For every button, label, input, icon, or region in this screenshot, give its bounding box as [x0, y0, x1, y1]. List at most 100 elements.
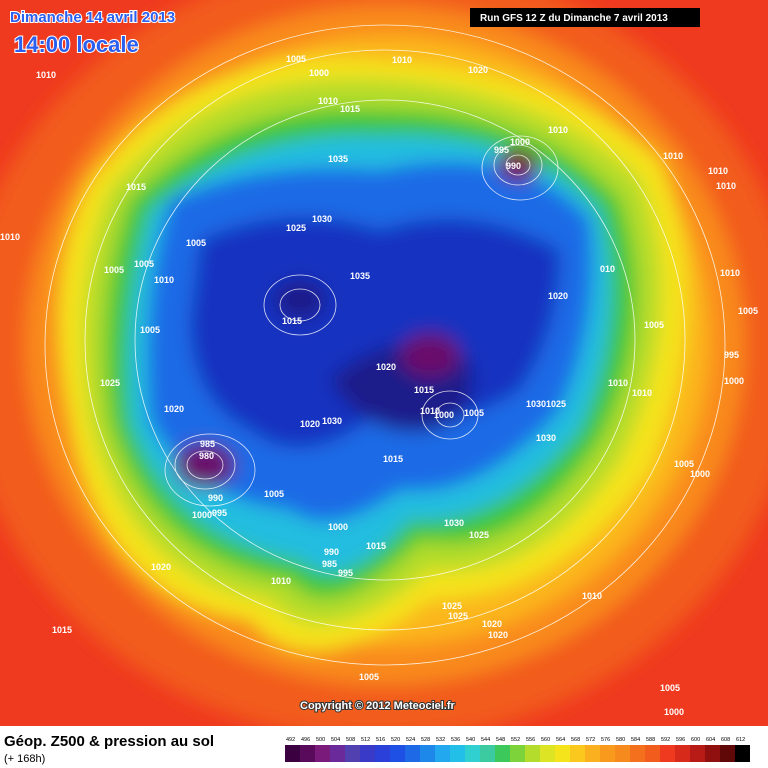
- pressure-label: 1005: [264, 489, 284, 499]
- pressure-label: 1010: [271, 576, 291, 586]
- pressure-label: 1015: [340, 104, 360, 114]
- scale-swatch: [675, 745, 690, 762]
- scale-swatch: [645, 745, 660, 762]
- scale-label: 512: [361, 737, 370, 743]
- pressure-label: 1010: [392, 55, 412, 65]
- pressure-label: 1010: [582, 591, 602, 601]
- pressure-label: 1005: [738, 306, 758, 316]
- scale-label: 500: [316, 737, 325, 743]
- pressure-label: 1010: [318, 96, 338, 106]
- scale-label: 588: [646, 737, 655, 743]
- scale-swatch: [360, 745, 375, 762]
- scale-label: 536: [451, 737, 460, 743]
- pressure-label: 1025: [469, 530, 489, 540]
- pressure-label: 1005: [674, 459, 694, 469]
- scale-label: 584: [631, 737, 640, 743]
- pressure-label: 995: [338, 568, 353, 578]
- pressure-label: 1015: [126, 182, 146, 192]
- scale-swatch: [330, 745, 345, 762]
- scale-swatch: [345, 745, 360, 762]
- color-scale: 492 496 500 504 508 512 516 520 524 528 532 536 540 5…: [285, 737, 750, 762]
- pressure-label: 1020: [300, 419, 320, 429]
- pressure-label: 1020: [488, 630, 508, 640]
- isobars: [44, 24, 726, 666]
- pressure-label: 985: [200, 439, 215, 449]
- scale-label: 528: [421, 737, 430, 743]
- scale-swatch: [480, 745, 495, 762]
- legend-lead: (+ 168h): [4, 753, 45, 765]
- scale-swatch: [615, 745, 630, 762]
- scale-swatch: [720, 745, 735, 762]
- pressure-label: 1030: [444, 518, 464, 528]
- pressure-label: 1005: [644, 320, 664, 330]
- scale-swatch: [555, 745, 570, 762]
- pressure-label: 1000: [510, 137, 530, 147]
- scale-label: 544: [481, 737, 490, 743]
- pressure-label: 1005: [286, 54, 306, 64]
- pressure-label: 1015: [282, 316, 302, 326]
- pressure-label: 1000: [664, 707, 684, 717]
- pressure-label: 1000: [434, 410, 454, 420]
- pressure-label: 990: [506, 161, 521, 171]
- scale-swatch: [585, 745, 600, 762]
- pressure-label: 990: [208, 493, 223, 503]
- pressure-label: 1015: [414, 385, 434, 395]
- pressure-label: 1020: [164, 404, 184, 414]
- scale-swatch: [285, 745, 300, 762]
- scale-label: 612: [736, 737, 745, 743]
- scale-swatch: [435, 745, 450, 762]
- scale-label: 548: [496, 737, 505, 743]
- pressure-label: 1015: [383, 454, 403, 464]
- pressure-label: 1020: [468, 65, 488, 75]
- scale-label: 516: [376, 737, 385, 743]
- pressure-label: 1010: [0, 232, 20, 242]
- scale-swatch: [630, 745, 645, 762]
- scale-label: 580: [616, 737, 625, 743]
- pressure-label: 1010: [548, 125, 568, 135]
- pressure-label: 1000: [328, 522, 348, 532]
- scale-swatch: [525, 745, 540, 762]
- pressure-label: 1030: [322, 416, 342, 426]
- scale-swatch: [420, 745, 435, 762]
- scale-label: 508: [346, 737, 355, 743]
- scale-label: 568: [571, 737, 580, 743]
- pressure-label: 1000: [192, 510, 212, 520]
- scale-label: 576: [601, 737, 610, 743]
- pressure-label: 1005: [464, 408, 484, 418]
- run-label: Run GFS 12 Z du Dimanche 7 avril 2013: [480, 13, 668, 24]
- scale-label: 540: [466, 737, 475, 743]
- pressure-label: 995: [724, 350, 739, 360]
- pressure-label: 1010: [154, 275, 174, 285]
- scale-label: 532: [436, 737, 445, 743]
- pressure-label: 990: [324, 547, 339, 557]
- scale-label: 604: [706, 737, 715, 743]
- scale-label: 608: [721, 737, 730, 743]
- pressure-label: 1015: [52, 625, 72, 635]
- scale-swatch: [495, 745, 510, 762]
- pressure-label: 1020: [151, 562, 171, 572]
- scale-swatch: [465, 745, 480, 762]
- scale-swatch: [660, 745, 675, 762]
- scale-label: 592: [661, 737, 670, 743]
- scale-swatch: [690, 745, 705, 762]
- scale-swatch: [405, 745, 420, 762]
- pressure-label: 1000: [309, 68, 329, 78]
- pressure-label: 1010: [708, 166, 728, 176]
- map: 1005100010101020101010101015103510009959…: [0, 0, 768, 726]
- pressure-label: 1010: [608, 378, 628, 388]
- pressure-label: 1020: [482, 619, 502, 629]
- pressure-label: 1010: [36, 70, 56, 80]
- scale-swatch: [300, 745, 315, 762]
- scale-swatch: [600, 745, 615, 762]
- scale-swatch: [375, 745, 390, 762]
- forecast-date: Dimanche 14 avril 2013: [10, 9, 175, 26]
- pressure-label: 1005: [0, 0, 20, 2]
- pressure-label: 1000: [690, 469, 710, 479]
- pressure-label: 1035: [328, 154, 348, 164]
- scale-swatch: [735, 745, 750, 762]
- pressure-label: 1005: [134, 259, 154, 269]
- scale-label: 572: [586, 737, 595, 743]
- pressure-label: 995: [212, 508, 227, 518]
- scale-label: 564: [556, 737, 565, 743]
